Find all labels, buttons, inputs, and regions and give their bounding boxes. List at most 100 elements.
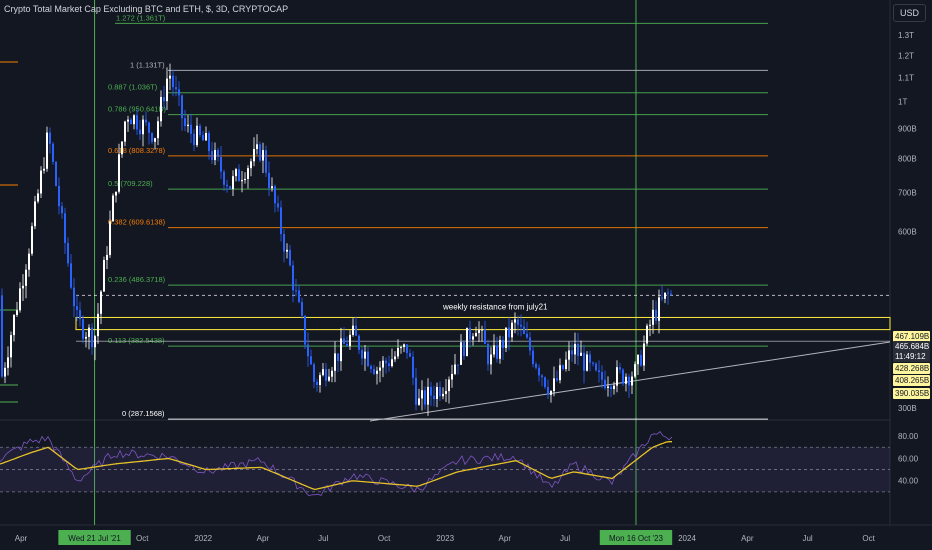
x-tick-label: Apr [15,534,28,543]
candle-body [34,201,36,227]
candle-body [202,134,204,141]
chart-title: Crypto Total Market Cap Excluding BTC an… [4,4,289,14]
candle-body [661,297,663,299]
y-tick-label: 1T [898,98,907,107]
candle-body [1,295,3,377]
candle-body [325,369,327,381]
candle-body [394,356,396,360]
candle-body [442,393,444,397]
candle-body [244,178,246,181]
candle-body [196,125,198,146]
candle-body [103,259,105,292]
candle-body [583,352,585,371]
candle-body [328,376,330,381]
candle-body [601,371,603,380]
candle-body [214,150,216,161]
candle-body [490,354,492,365]
candle-body [547,386,549,395]
candle-body [604,379,606,389]
candle-body [613,385,615,390]
candle-body [562,365,564,369]
x-tick-label: 2024 [678,534,696,543]
candle-body [640,355,642,366]
candle-body [55,161,57,186]
fib-level-label: 0.113 (382.5438) [108,336,165,345]
x-tick-label: Jul [560,534,570,543]
candle-body [457,364,459,366]
date-marker-tag [58,530,131,545]
candle-body [238,169,240,182]
candle-body [616,367,618,386]
candle-body [451,373,453,380]
candle-body [520,324,522,327]
candle-body [13,315,15,336]
candle-body [136,115,138,130]
candle-body [433,395,435,400]
candle-body [637,355,639,365]
fib-level-label: 1.272 (1.361T) [116,13,166,22]
candle-body [139,129,141,135]
candle-body [163,96,165,102]
y-tick-label: 1.1T [898,73,914,82]
candle-body [607,386,609,389]
candle-body [46,132,48,169]
candle-body [415,377,417,405]
candle-body [73,287,75,307]
fib-level-label: 1 (1.131T) [130,60,165,69]
candle-body [565,359,567,369]
resistance-zone [75,316,891,331]
candle-body [337,353,339,362]
candle-body [496,345,498,359]
candle-body [220,157,222,172]
candle-body [502,340,504,348]
candle-body [538,367,540,376]
candle-body [529,337,531,351]
candle-body [241,180,243,182]
candle-body [106,254,108,260]
candle-body [250,161,252,169]
candle-body [343,338,345,345]
candle-body [430,386,432,396]
candle-body [592,362,594,364]
currency-button[interactable]: USD [893,4,926,22]
candle-body [481,329,483,331]
candle-body [79,309,81,320]
candle-body [454,364,456,374]
x-tick-label: 2022 [194,534,212,543]
candle-body [61,206,63,214]
candle-body [49,132,51,144]
candle-body [286,249,288,252]
candle-body [316,381,318,386]
candle-body [190,124,192,134]
candle-body [130,119,132,125]
candle-body [10,335,12,358]
x-tick-label: Apr [499,534,512,543]
candle-body [322,369,324,376]
x-tick-label: Oct [136,534,149,543]
price-tag-label: 11:49:12 [895,352,926,361]
candle-body [115,191,117,196]
candle-body [4,367,6,377]
candle-body [127,119,129,122]
candle-body [574,343,576,355]
price-tag-label: 467.109B [895,332,929,341]
candle-body [511,322,513,338]
candle-body [133,115,135,125]
price-tag [893,363,930,374]
candle-body [361,349,363,359]
x-tick-label: 2023 [436,534,454,543]
candle-body [58,185,60,207]
rsi-y-tick-label: 60.00 [898,454,919,463]
y-tick-label: 600B [898,228,917,237]
candle-body [397,347,399,357]
candle-body [184,118,186,127]
rsi-y-tick-label: 40.00 [898,477,919,486]
candle-body [631,376,633,386]
candle-body [193,133,195,146]
candle-body [247,168,249,179]
candles-group [1,63,672,416]
candle-body [571,350,573,355]
price-tag [893,351,930,362]
candle-body [100,291,102,314]
